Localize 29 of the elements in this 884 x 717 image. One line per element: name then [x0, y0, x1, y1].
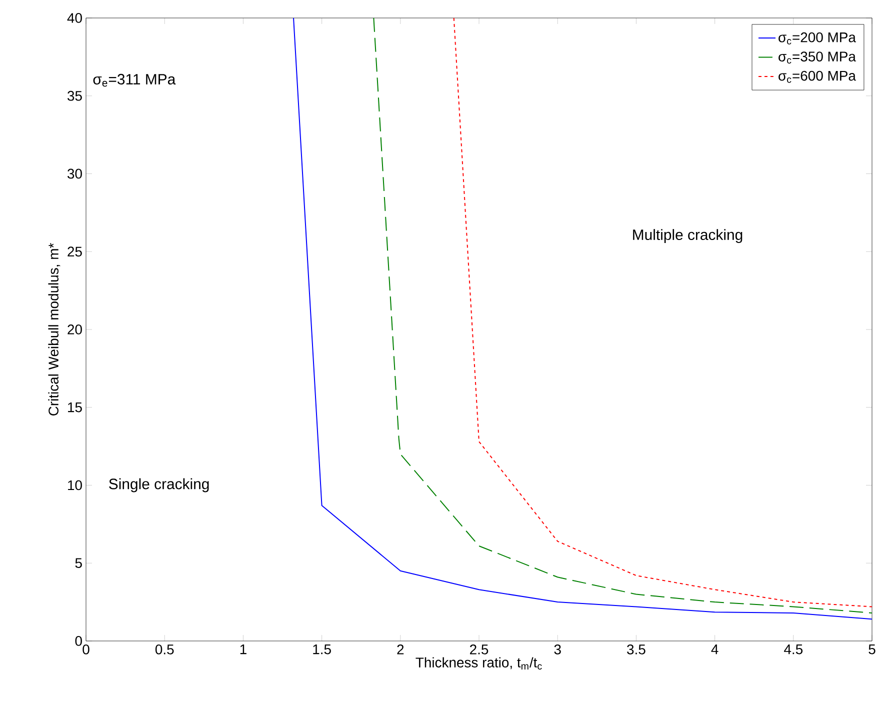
x-tick-label: 3.5 [627, 644, 646, 654]
annotation: σ$_{e}$=311 MPa [93, 74, 176, 87]
x-tick-label: 2 [397, 644, 404, 654]
y-tick-label: 20 [68, 324, 82, 334]
annotation: Single cracking [109, 478, 209, 492]
legend-label: σ$_{c}$=600 MPa [778, 70, 856, 83]
legend-label: σ$_{c}$=350 MPa [778, 52, 856, 64]
y-tick-label: 40 [67, 13, 82, 23]
x-tick-label: 1.5 [313, 644, 331, 654]
legend-label: σ$_{c}$=200 MPa [778, 32, 856, 44]
y-tick-label: 10 [68, 480, 82, 490]
annotation: Multiple cracking [633, 229, 742, 243]
x-axis-title: Thickness ratio, t$_{m}$/t$_{c}$ [416, 657, 542, 670]
y-tick-label: 0 [75, 636, 82, 646]
x-tick-label: 5 [868, 644, 876, 654]
y-tick-label: 5 [75, 558, 82, 568]
x-tick-label: 4.5 [784, 644, 803, 654]
x-tick-label: 1 [240, 644, 246, 654]
x-tick-label: 3 [554, 644, 561, 654]
y-tick-label: 15 [68, 402, 82, 412]
line-series [453, 18, 872, 608]
x-tick-label: 4 [711, 644, 718, 654]
x-tick-label: 0 [82, 644, 90, 654]
y-tick-label: 30 [68, 168, 82, 179]
x-tick-label: 2.5 [470, 644, 488, 654]
y-axis-title: Critical Weibull modulus, m* [48, 243, 60, 416]
y-tick-label: 35 [68, 90, 82, 101]
y-tick-label: 25 [68, 246, 82, 257]
x-tick-label: 0.5 [155, 644, 174, 654]
